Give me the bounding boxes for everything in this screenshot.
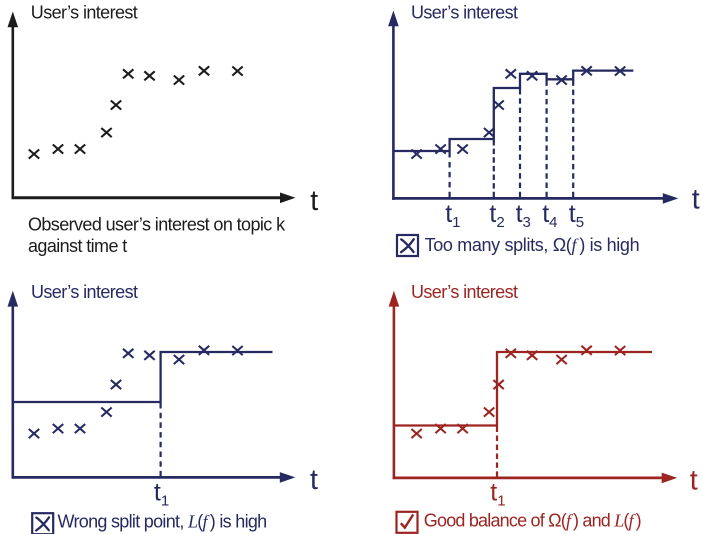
svg-text:Observed user’s interest on to: Observed user’s interest on topic k: [28, 214, 286, 234]
svg-text:Too many splits, Ω(f ) is high: Too many splits, Ω(f ) is high: [425, 235, 640, 255]
svg-text:User’s interest: User’s interest: [411, 3, 518, 23]
svg-text:t: t: [692, 184, 700, 216]
svg-text:t2: t2: [489, 200, 504, 231]
svg-text:Wrong split point, L(f ) is hi: Wrong split point, L(f ) is high: [58, 511, 267, 531]
svg-text:User’s interest: User’s interest: [411, 282, 518, 302]
svg-text:t3: t3: [516, 200, 531, 231]
svg-text:against time t: against time t: [28, 236, 127, 256]
svg-text:t1: t1: [490, 478, 505, 509]
svg-text:t: t: [310, 185, 318, 217]
svg-text:t4: t4: [542, 200, 557, 231]
svg-text:t5: t5: [569, 200, 584, 231]
svg-text:Good balance of Ω(f ) and L(f: Good balance of Ω(f ) and L(f ): [424, 511, 641, 531]
svg-text:User’s interest: User’s interest: [31, 3, 138, 23]
svg-text:t: t: [690, 464, 698, 496]
svg-text:t: t: [310, 464, 318, 496]
svg-text:t1: t1: [154, 478, 169, 509]
svg-text:User’s interest: User’s interest: [31, 282, 138, 302]
svg-text:t1: t1: [445, 200, 460, 231]
